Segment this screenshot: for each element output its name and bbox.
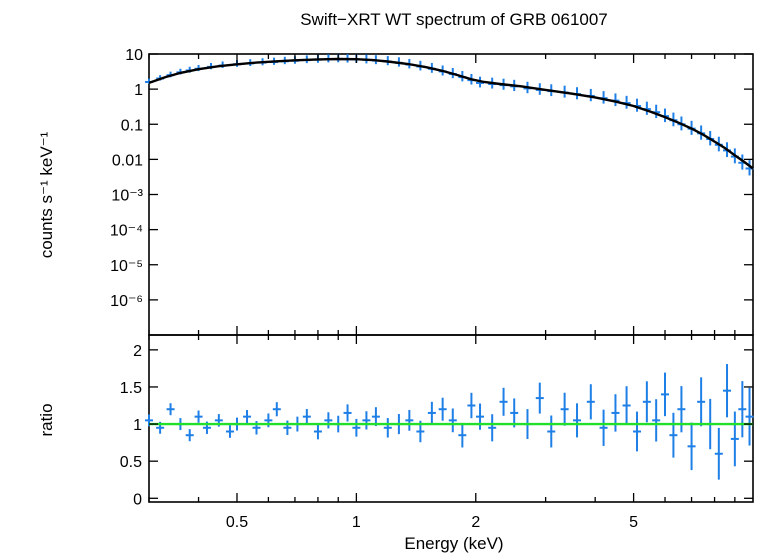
ratio-data-point (243, 410, 252, 424)
ratio-data-point (573, 403, 582, 438)
ratio-y-axis-label: ratio (37, 403, 56, 436)
ratio-data-point (185, 429, 194, 442)
ratio-data-point (352, 418, 361, 437)
spectrum-y-tick-label: 10⁻⁶ (110, 293, 143, 310)
spectrum-model-curve (148, 57, 754, 170)
ratio-x-axis: 0.5 1 2 5 (148, 335, 736, 531)
spectrum-y-tick-label: 10⁻³ (111, 188, 143, 205)
ratio-data-point (194, 410, 203, 423)
ratio-y-tick-label: 0 (133, 491, 142, 508)
ratio-y-axis: 0 0.5 1 1.5 2 (120, 343, 753, 508)
x-tick-label: 2 (471, 514, 480, 531)
ratio-data-point (362, 411, 371, 430)
spectrum-plot-frame (148, 53, 754, 336)
ratio-y-tick-label: 2 (133, 343, 142, 360)
ratio-data-point (448, 408, 457, 433)
ratio-data-point (745, 387, 754, 446)
spectrum-y-axis: 10 1 0.1 0.01 10⁻³ 10⁻⁴ 10⁻⁵ 10⁻⁶ (110, 47, 753, 310)
ratio-data-point (611, 394, 620, 432)
ratio-data-point (652, 399, 661, 442)
ratio-data-point (738, 381, 747, 438)
ratio-data-point (438, 397, 447, 421)
spectrum-y-tick-label: 1 (134, 82, 143, 99)
ratio-data-point (405, 409, 414, 431)
ratio-data-point (302, 409, 311, 425)
ratio-data-point (272, 402, 281, 417)
ratio-data-point (166, 403, 175, 416)
ratio-plot-frame (148, 334, 754, 503)
ratio-data-point (687, 422, 696, 471)
x-axis-label: Energy (keV) (404, 534, 503, 553)
ratio-data-points (145, 364, 754, 480)
spectrum-y-tick-label: 10⁻⁵ (110, 258, 143, 275)
ratio-data-point (225, 425, 234, 438)
ratio-data-point (642, 381, 651, 423)
ratio-data-point (476, 403, 485, 430)
ratio-data-point (547, 415, 556, 448)
ratio-data-point (669, 412, 678, 458)
spectrum-y-axis-label: counts s⁻¹ keV⁻¹ (37, 131, 56, 258)
ratio-data-point (324, 412, 333, 429)
ratio-data-point (283, 420, 292, 436)
ratio-y-tick-label: 1.5 (120, 380, 142, 397)
spectrum-model-line (148, 57, 754, 170)
spectrum-y-tick-label: 10 (125, 47, 143, 64)
ratio-data-point (427, 401, 436, 425)
x-tick-label: 0.5 (226, 514, 248, 531)
ratio-data-point (599, 409, 608, 446)
ratio-data-point (697, 377, 706, 427)
ratio-y-tick-label: 0.5 (120, 454, 142, 471)
ratio-data-point (730, 411, 739, 467)
ratio-data-point (633, 411, 642, 452)
ratio-data-point (313, 423, 322, 440)
ratio-data-point (488, 414, 497, 442)
ratio-data-point (499, 387, 508, 416)
spectrum-data-point (622, 95, 631, 109)
spectrum-x-ticks (148, 54, 736, 335)
ratio-data-point (510, 398, 519, 428)
ratio-data-point (622, 386, 631, 425)
ratio-y-tick-label: 1 (133, 417, 142, 434)
ratio-panel: 0 0.5 1 1.5 2 0.5 1 2 5 (120, 334, 754, 531)
ratio-data-point (383, 418, 392, 438)
ratio-data-point (714, 427, 723, 480)
ratio-data-point (586, 384, 595, 420)
spectrum-y-tick-label: 0.01 (112, 152, 143, 169)
ratio-data-point (458, 422, 467, 448)
spectrum-data-point (611, 93, 620, 107)
spectrum-y-tick-label: 10⁻⁴ (110, 223, 143, 240)
x-tick-label: 1 (352, 514, 361, 531)
ratio-data-point (343, 404, 352, 422)
ratio-data-point (535, 382, 544, 414)
ratio-data-point (467, 392, 476, 419)
spectrum-panel: 10 1 0.1 0.01 10⁻³ 10⁻⁴ 10⁻⁵ 10⁻⁶ (110, 47, 754, 336)
ratio-data-point (661, 372, 670, 417)
ratio-data-point (677, 386, 686, 433)
spectrum-y-tick-label: 0.1 (121, 117, 143, 134)
x-tick-label: 5 (629, 514, 638, 531)
ratio-data-point (723, 364, 732, 418)
chart-title: Swift−XRT WT spectrum of GRB 061007 (300, 10, 608, 29)
ratio-data-point (560, 392, 569, 426)
